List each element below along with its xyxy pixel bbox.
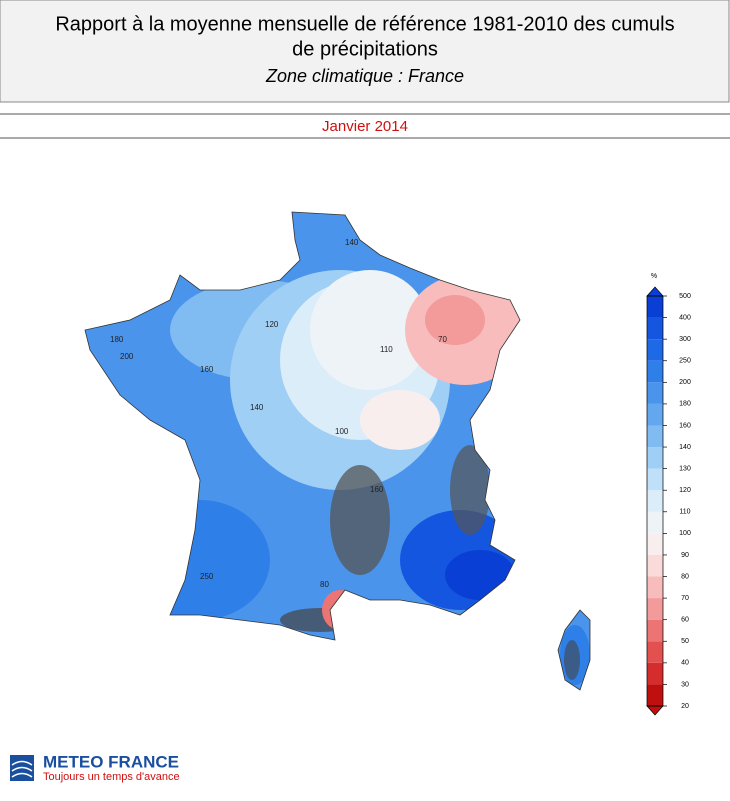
subtitle: Zone climatique : France <box>265 66 464 86</box>
title: de précipitations <box>292 38 438 60</box>
colorbar-tick-label: 400 <box>679 314 691 321</box>
colorbar-max-arrow <box>646 286 664 297</box>
colorbar-tick-label: 110 <box>679 509 690 516</box>
colorbar-tick-label: 90 <box>681 552 689 559</box>
colorbar-band <box>647 360 663 383</box>
colorbar-tick-label: 40 <box>681 660 689 667</box>
title: Rapport à la moyenne mensuelle de référe… <box>55 13 674 35</box>
colorbar-tick-label: 300 <box>679 336 691 343</box>
contour-label: 120 <box>265 320 279 329</box>
map <box>85 212 590 690</box>
colorbar-tick-label: 140 <box>679 444 691 451</box>
colorbar-band <box>647 511 663 534</box>
colorbar-band <box>647 641 663 663</box>
colorbar-tick-label: 130 <box>679 465 691 472</box>
colorbar-tick-label: 180 <box>679 401 691 408</box>
colorbar-tick-label: 20 <box>681 703 689 710</box>
colorbar-tick-label: 50 <box>681 638 689 645</box>
colorbar-tick-label: 160 <box>679 422 691 429</box>
colorbar-tick-label: 200 <box>679 379 691 386</box>
colorbar-band <box>647 576 663 599</box>
map-outline <box>84 211 591 691</box>
contour-label: 70 <box>438 335 447 344</box>
colorbar-min-arrow <box>646 705 664 716</box>
colorbar-tick-label: 70 <box>681 595 689 602</box>
colorbar-band <box>647 554 663 577</box>
colorbar-band <box>647 296 663 318</box>
contour-label: 160 <box>370 485 384 494</box>
colorbar-band <box>647 598 663 620</box>
colorbar-tick-label: 250 <box>679 358 691 365</box>
contour-label: 200 <box>120 352 134 361</box>
colorbar-tick-label: 80 <box>681 573 689 580</box>
colorbar-band <box>647 662 663 685</box>
contour-labels: 140 180 200 160 140 120 100 110 70 250 1… <box>110 238 447 589</box>
contour-label: 160 <box>200 365 214 374</box>
colorbar: % 20 30 40 50 60 70 80 90 100 110 120 130 140 160 180 2… <box>646 273 691 716</box>
colorbar-band <box>647 619 663 642</box>
contour-label: 180 <box>110 335 124 344</box>
colorbar-tick-label: 120 <box>679 487 691 494</box>
colorbar-band <box>647 468 663 491</box>
colorbar-tick-label: 500 <box>679 293 691 300</box>
colorbar-frame <box>646 295 664 707</box>
colorbar-band <box>647 684 663 706</box>
colorbar-band <box>647 533 663 555</box>
contour-label: 80 <box>320 580 329 589</box>
logo: METEO FRANCE Toujours un temps d'avance <box>10 752 180 783</box>
colorbar-band <box>647 447 663 469</box>
colorbar-band <box>647 382 663 404</box>
logo-name: METEO FRANCE <box>43 752 179 771</box>
header-box <box>0 0 730 103</box>
colorbar-band <box>647 339 663 361</box>
contour-label: 100 <box>335 427 349 436</box>
colorbar-band <box>647 490 663 512</box>
colorbar-band <box>647 317 663 340</box>
logo-slogan: Toujours un temps d'avance <box>43 771 180 783</box>
colorbar-tick-label: 60 <box>681 617 689 624</box>
colorbar-tick-label: 100 <box>679 530 691 537</box>
contour-label: 110 <box>380 345 393 354</box>
colorbar-band <box>647 403 663 426</box>
contour-label: 250 <box>200 572 214 581</box>
colorbar-band <box>647 425 663 448</box>
contour-label: 140 <box>345 238 359 247</box>
colorbar-tick-label: 30 <box>681 681 689 688</box>
period: Janvier 2014 <box>322 118 408 135</box>
contour-label: 140 <box>250 403 264 412</box>
logo-waves <box>11 760 33 778</box>
colorbar-unit: % <box>651 273 657 280</box>
